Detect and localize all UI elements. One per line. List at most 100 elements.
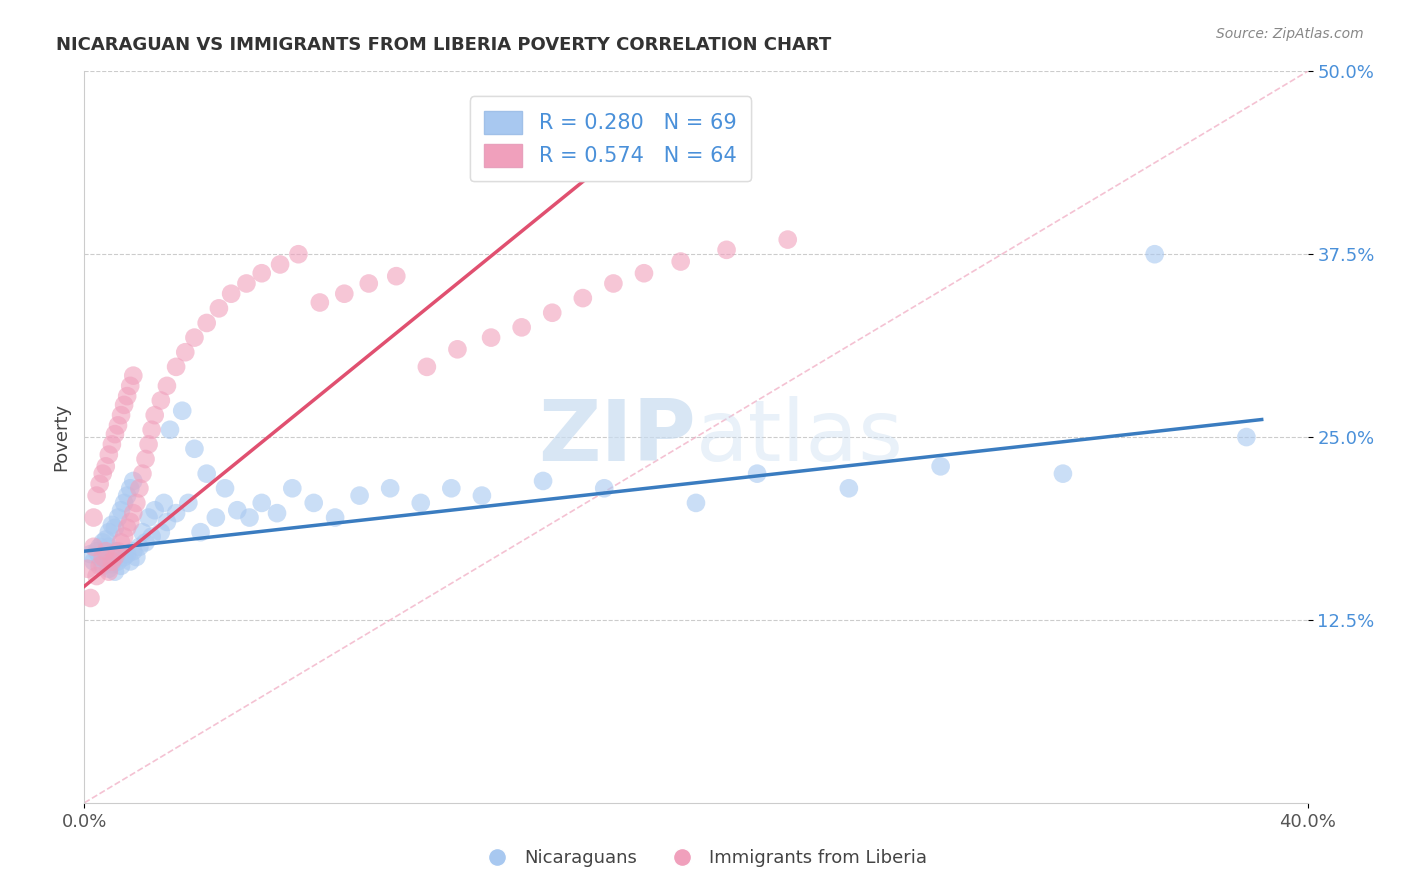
Point	[122, 544, 145, 558]
Text: ZIP: ZIP	[538, 395, 696, 479]
Point	[385, 269, 408, 284]
Point	[685, 496, 707, 510]
Point	[115, 489, 138, 503]
Point	[143, 503, 166, 517]
Point	[593, 481, 616, 495]
Point	[747, 467, 769, 481]
Point	[120, 515, 142, 529]
Point	[138, 510, 160, 524]
Legend: Nicaraguans, Immigrants from Liberia: Nicaraguans, Immigrants from Liberia	[471, 842, 935, 874]
Point	[89, 549, 111, 564]
Point	[153, 496, 176, 510]
Point	[125, 496, 148, 510]
Point	[91, 558, 114, 573]
Point	[94, 544, 117, 558]
Point	[86, 544, 108, 558]
Point	[104, 549, 127, 564]
Point	[531, 474, 554, 488]
Point	[131, 467, 153, 481]
Point	[174, 345, 197, 359]
Point	[131, 525, 153, 540]
Point	[156, 379, 179, 393]
Point	[572, 291, 595, 305]
Point	[219, 286, 242, 301]
Point	[94, 553, 117, 567]
Point	[195, 467, 218, 481]
Point	[149, 525, 172, 540]
Point	[107, 418, 129, 433]
Point	[135, 535, 157, 549]
Point	[143, 408, 166, 422]
Point	[79, 591, 101, 605]
Point	[112, 549, 135, 564]
Point	[101, 558, 124, 572]
Point	[1143, 247, 1166, 261]
Point	[112, 530, 135, 544]
Point	[138, 437, 160, 451]
Point	[416, 359, 439, 374]
Text: atlas: atlas	[696, 395, 904, 479]
Point	[238, 510, 260, 524]
Point	[471, 489, 494, 503]
Point	[165, 359, 187, 374]
Point	[776, 233, 799, 247]
Point	[205, 510, 228, 524]
Point	[110, 558, 132, 573]
Point	[120, 379, 142, 393]
Point	[112, 398, 135, 412]
Point	[308, 295, 330, 310]
Point	[86, 569, 108, 583]
Legend: R = 0.280   N = 69, R = 0.574   N = 64: R = 0.280 N = 69, R = 0.574 N = 64	[470, 96, 751, 181]
Point	[97, 540, 120, 554]
Point	[269, 257, 291, 271]
Point	[83, 540, 105, 554]
Point	[281, 481, 304, 495]
Point	[541, 306, 564, 320]
Point	[172, 403, 194, 417]
Point	[94, 459, 117, 474]
Point	[107, 554, 129, 568]
Point	[104, 565, 127, 579]
Point	[602, 277, 624, 291]
Point	[250, 266, 273, 280]
Point	[91, 535, 114, 549]
Point	[479, 330, 502, 344]
Point	[91, 467, 114, 481]
Point	[838, 481, 860, 495]
Point	[446, 343, 468, 357]
Point	[409, 496, 432, 510]
Point	[115, 547, 138, 561]
Point	[89, 558, 111, 573]
Point	[135, 452, 157, 467]
Point	[122, 474, 145, 488]
Point	[107, 510, 129, 524]
Point	[122, 368, 145, 383]
Point	[510, 320, 533, 334]
Point	[89, 540, 111, 554]
Point	[83, 554, 105, 568]
Point	[97, 565, 120, 579]
Point	[183, 330, 205, 344]
Point	[250, 496, 273, 510]
Point	[149, 393, 172, 408]
Point	[190, 525, 212, 540]
Point	[716, 243, 738, 257]
Point	[333, 286, 356, 301]
Point	[104, 521, 127, 535]
Text: Source: ZipAtlas.com: Source: ZipAtlas.com	[1216, 27, 1364, 41]
Point	[195, 316, 218, 330]
Point	[183, 442, 205, 456]
Point	[302, 496, 325, 510]
Point	[101, 517, 124, 532]
Point	[115, 521, 138, 535]
Point	[165, 506, 187, 520]
Point	[120, 481, 142, 495]
Point	[226, 503, 249, 517]
Point	[929, 459, 952, 474]
Point	[208, 301, 231, 316]
Point	[380, 481, 402, 495]
Point	[89, 476, 111, 491]
Point	[141, 423, 163, 437]
Point	[104, 544, 127, 558]
Point	[159, 423, 181, 437]
